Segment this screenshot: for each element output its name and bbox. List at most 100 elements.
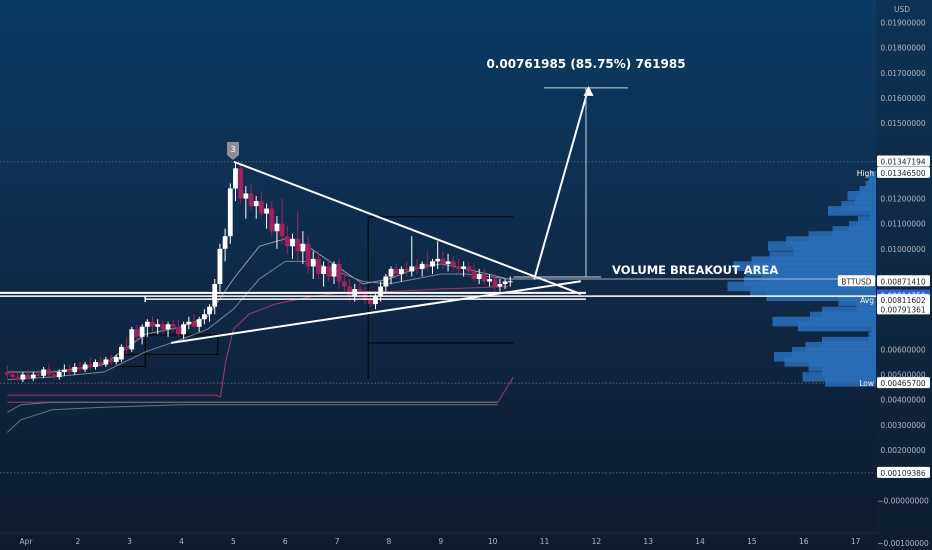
candle-body-21 [113, 356, 119, 362]
pattern-overlay [0, 85, 876, 344]
candle-body-11 [61, 369, 67, 373]
volume-bar-7 [828, 206, 876, 216]
candle-body-78 [409, 266, 415, 272]
candle-body-81 [424, 263, 430, 267]
price-label-bottom: 0.00109386 [880, 469, 926, 478]
y-tick-label-13: 0.01700000 [880, 69, 926, 78]
y-tick-label-0: −0.00000000 [877, 496, 929, 505]
volume-bar-31 [871, 326, 876, 337]
candle-body-73 [383, 276, 389, 287]
price-label-box-last [877, 275, 930, 287]
volume-breakout-annotation: VOLUME BREAKOUT AREA [612, 263, 778, 277]
volume-bar-23 [750, 286, 876, 297]
candle-body-7 [41, 369, 47, 376]
volume-bar-25 [838, 296, 876, 307]
candle-body-92 [481, 273, 487, 282]
price-label-high_value: 0.01347194 [880, 158, 926, 167]
candle-body-75 [393, 268, 399, 274]
volume-bar-27 [822, 306, 876, 317]
x-tick-label-11: 12 [592, 537, 602, 546]
candle-body-77 [404, 268, 409, 272]
time-axis[interactable]: Apr 2 3 4 5 6 7 8 9 10 11 12 13 14 15 16 17 [0, 532, 876, 546]
candle-body-33 [176, 326, 181, 335]
candle-body-2 [15, 377, 21, 380]
candle-body-30 [160, 324, 166, 330]
candle-body-42 [222, 236, 228, 249]
candle-body-82 [430, 261, 435, 267]
moving-average-6 [6, 404, 498, 433]
candle-body-47 [248, 193, 254, 207]
candle-body-60 [316, 258, 321, 274]
volume-bar-13 [786, 236, 876, 246]
candle-body-56 [295, 238, 301, 252]
volume-bar-17 [751, 256, 876, 266]
price-label-box-avg_low [877, 303, 930, 315]
y-tick-label-12: 0.01600000 [880, 94, 926, 103]
candle-body-25 [134, 329, 140, 337]
y-tick-label-5: 0.00500000 [880, 371, 926, 380]
candle-body-18 [98, 361, 104, 365]
candle-body-14 [77, 367, 83, 370]
candle-body-94 [492, 278, 498, 287]
candle-body-93 [487, 278, 492, 282]
candle-body-31 [165, 324, 171, 330]
candle-body-10 [56, 372, 62, 378]
volume-bar-41 [825, 377, 876, 387]
candle-body-66 [347, 286, 352, 297]
volume-bar-8 [870, 211, 876, 221]
x-tick-label-0: Apr [20, 537, 34, 546]
candle-body-13 [72, 367, 78, 373]
price-label-box-low [877, 377, 930, 389]
candle-body-16 [87, 364, 93, 368]
pivot-badge[interactable]: 3 [227, 142, 239, 160]
x-tick-label-9: 10 [488, 537, 498, 546]
y-tick-label-14: 0.01800000 [880, 44, 926, 53]
candle-body-6 [36, 374, 41, 376]
candle-body-45 [238, 168, 244, 199]
price-tag-last: BTTUSD [841, 277, 871, 286]
price-axis-background [876, 0, 932, 550]
volume-bar-12 [808, 231, 876, 241]
price-label-box-high [877, 166, 930, 178]
x-tick-label-8: 9 [438, 537, 443, 546]
price-label-high: 0.01346500 [880, 169, 926, 178]
price-tag-avg: Avg [860, 296, 874, 305]
volume-bar-16 [769, 251, 876, 261]
x-tick-label-5: 6 [283, 537, 288, 546]
price-label-avg: 0.00811602 [880, 296, 926, 305]
projection-label: 0.00761985 (85.75%) 761985 [486, 57, 685, 71]
candle-body-83 [435, 258, 441, 262]
candle-body-96 [502, 281, 508, 285]
candle-body-53 [279, 223, 285, 237]
dotted-levels [0, 161, 876, 474]
x-tick-label-12: 13 [643, 537, 653, 546]
candle-body-15 [82, 364, 88, 370]
x-tick-label-2: 3 [127, 537, 132, 546]
range-boxes [114, 216, 514, 379]
candle-body-65 [341, 281, 347, 287]
price-label-avg_low: 0.00791361 [880, 305, 926, 314]
candle-body-50 [264, 208, 269, 214]
volume-bar-29 [772, 316, 876, 327]
price-label-box-avg [877, 294, 930, 306]
candle-body-41 [217, 248, 223, 285]
candle-body-55 [290, 238, 295, 247]
volume-bar-36 [774, 351, 876, 362]
candle-body-44 [233, 168, 238, 189]
y-tick-label-11: 0.01500000 [880, 119, 926, 128]
volume-bar-11 [832, 226, 876, 236]
triangle-lower-line [171, 280, 581, 344]
triangle-upper-line [233, 160, 582, 296]
candle-body-27 [144, 321, 150, 327]
price-tag-high: High [857, 169, 874, 178]
candle-body-57 [300, 243, 306, 252]
y-tick-label-8: 0.01100000 [880, 220, 926, 229]
volume-bar-19 [745, 266, 876, 277]
candle-body-39 [207, 306, 212, 315]
candle-body-84 [440, 258, 446, 264]
y-tick-label-6: 0.00600000 [880, 345, 926, 354]
y-tick-label-7: 0.01000000 [880, 245, 926, 254]
volume-bar-35 [792, 346, 876, 357]
pivot-badge-shape [227, 142, 239, 160]
